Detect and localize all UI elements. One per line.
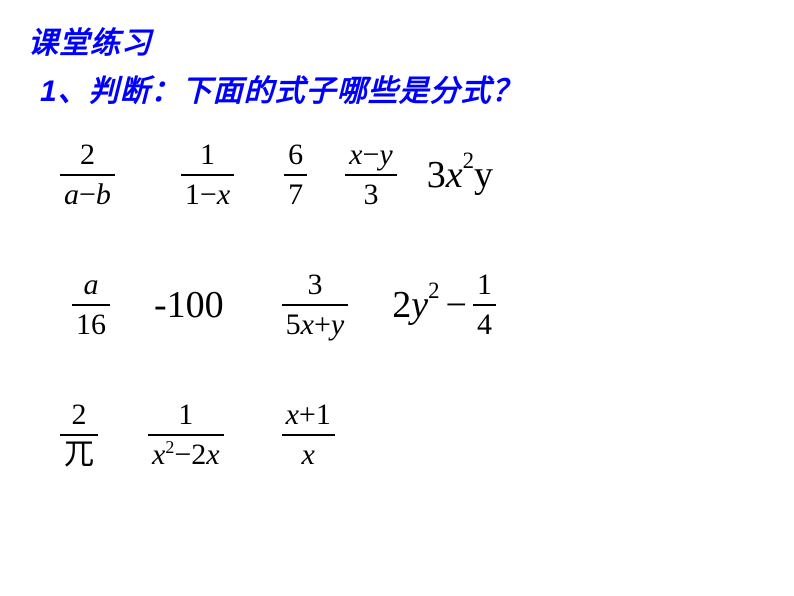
numerator: x−y	[345, 138, 397, 172]
numerator: x+1	[282, 398, 335, 432]
row-3: 2 兀 1 x2−2x x+1 x	[60, 398, 754, 472]
expr-4: x−y 3	[345, 138, 397, 212]
denominator: 5x+y	[282, 308, 349, 342]
numerator: 1	[174, 398, 197, 432]
expr-5: 3x2y	[427, 156, 493, 194]
expr-10: 2 兀	[60, 398, 98, 472]
denominator: a−b	[60, 178, 115, 212]
math-content: 2 a−b 1 1−x 6 7 x−y 3	[0, 110, 794, 472]
numerator: 2	[68, 398, 91, 432]
expr-8: 3 5x+y	[282, 268, 349, 342]
denominator: 3	[359, 178, 382, 212]
denominator: 7	[284, 178, 307, 212]
numerator: 6	[284, 138, 307, 172]
expr-6: a 16	[72, 268, 110, 342]
heading-practice: 课堂练习	[28, 18, 794, 62]
header: 课堂练习 1、判断：下面的式子哪些是分式？	[0, 0, 794, 110]
expr-12: x+1 x	[282, 398, 335, 472]
expr-9: 2y2 − 1 4	[392, 268, 496, 342]
expr-7: -100	[154, 286, 224, 324]
expr-1: 2 a−b	[60, 138, 115, 212]
row-2: a 16 -100 3 5x+y 2y2 − 1 4	[60, 268, 754, 342]
denominator: x2−2x	[148, 438, 224, 472]
expr-2: 1 1−x	[181, 138, 234, 212]
denominator: x	[298, 438, 319, 472]
denominator: 兀	[60, 438, 98, 472]
expr-3: 6 7	[284, 138, 307, 212]
numerator: 2	[76, 138, 99, 172]
numerator: 1	[196, 138, 219, 172]
numerator: a	[80, 268, 103, 302]
denominator: 16	[72, 308, 110, 342]
row-1: 2 a−b 1 1−x 6 7 x−y 3	[60, 138, 754, 212]
expr-11: 1 x2−2x	[148, 398, 224, 472]
denominator: 1−x	[181, 178, 234, 212]
denominator: 4	[473, 308, 496, 342]
heading-question: 1、判断：下面的式子哪些是分式？	[40, 66, 794, 110]
numerator: 3	[303, 268, 326, 302]
numerator: 1	[473, 268, 496, 302]
